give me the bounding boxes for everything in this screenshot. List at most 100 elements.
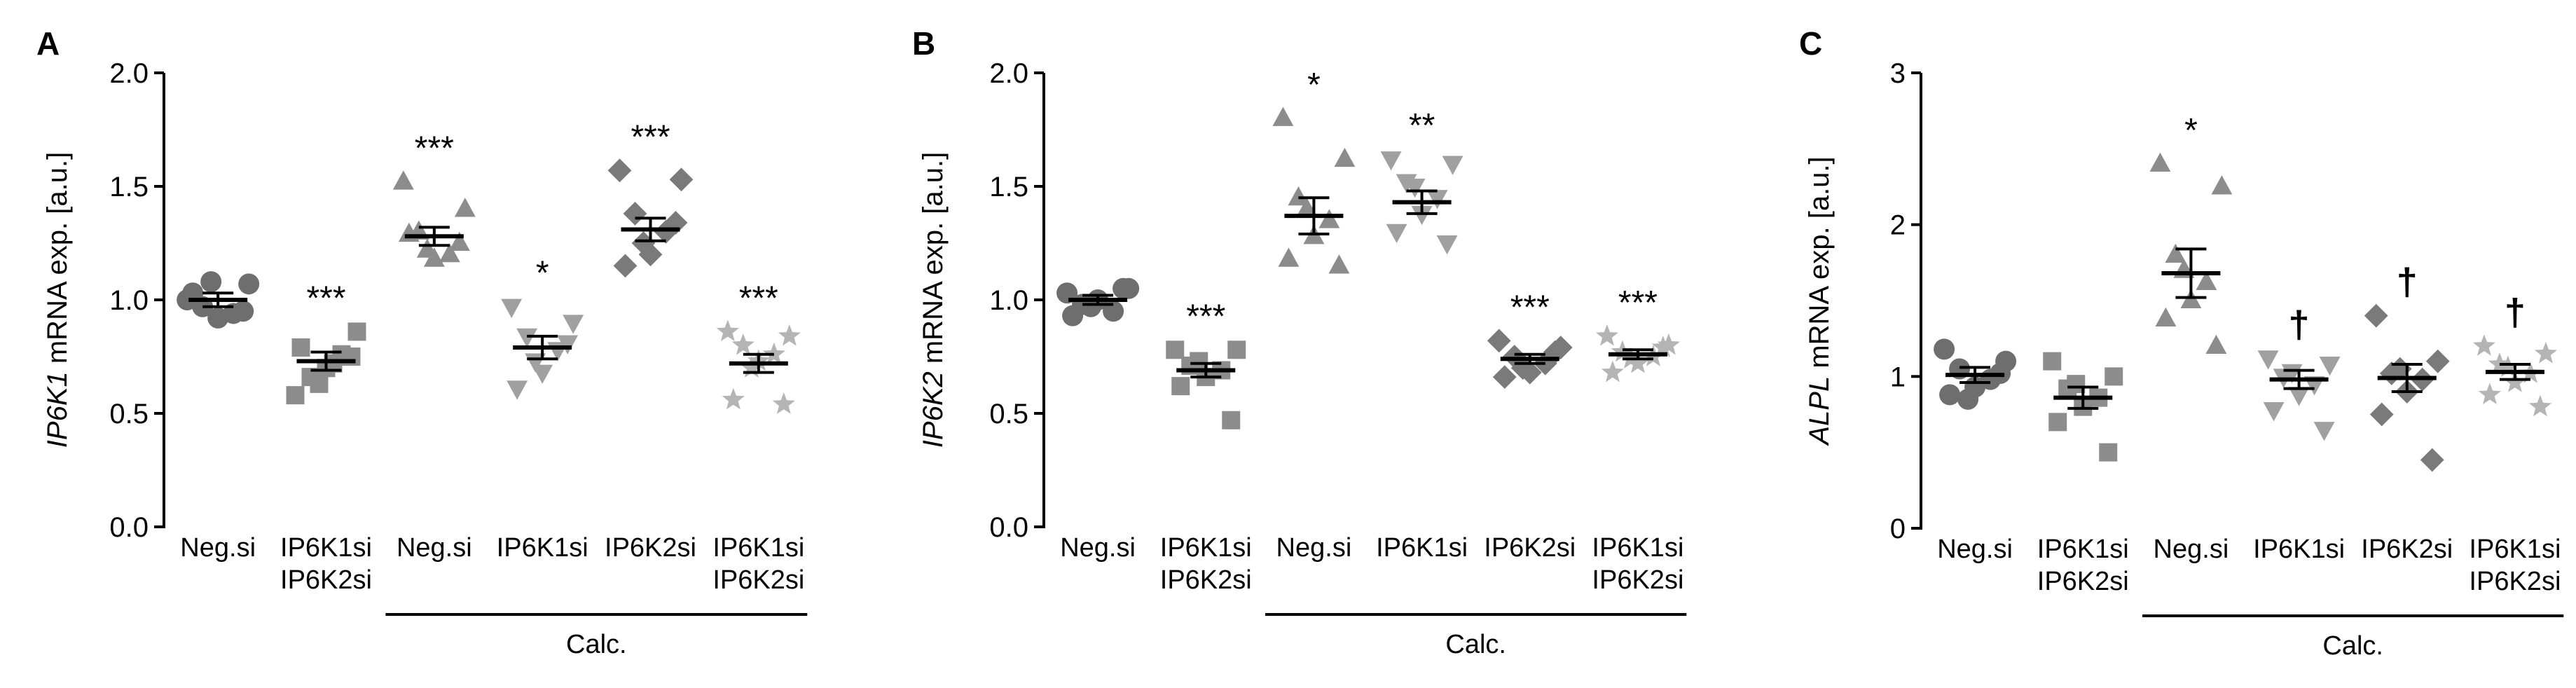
significance-marker: * xyxy=(2184,112,2198,149)
series-2: *** xyxy=(1166,298,1246,429)
data-point xyxy=(1113,277,1134,299)
series-3: * xyxy=(1272,67,1356,274)
data-point xyxy=(2105,367,2123,386)
data-point xyxy=(2496,355,2519,377)
data-point xyxy=(1487,329,1511,353)
panel-b: B IP6K2 mRNA exp. [a.u.] 0.0 0.5 1.0 1.5 2.0 Ne… xyxy=(912,25,1687,659)
series-5: † xyxy=(2364,261,2450,472)
data-point xyxy=(1492,365,1517,390)
data-point xyxy=(772,392,795,414)
data-point xyxy=(2257,350,2279,370)
data-point xyxy=(2488,352,2511,374)
data-point xyxy=(439,242,460,263)
significance-marker: * xyxy=(536,255,549,292)
y-axis-label: IP6K1 mRNA exp. [a.u.] xyxy=(42,152,73,448)
series-5: *** xyxy=(607,118,694,278)
series-5: *** xyxy=(1487,289,1573,390)
data-point xyxy=(2472,334,2495,356)
x-tick-label-line2: IP6K2si xyxy=(1592,565,1683,595)
y-tick-label: 1 xyxy=(1890,362,1906,392)
data-point xyxy=(1318,209,1340,228)
data-point xyxy=(2503,371,2526,392)
data-point xyxy=(740,356,763,378)
data-point xyxy=(607,158,632,183)
x-tick-label: IP6K1si xyxy=(2037,535,2129,564)
data-point xyxy=(2165,243,2186,263)
significance-marker: *** xyxy=(631,118,670,156)
series-1 xyxy=(177,271,260,329)
x-tick-label: IP6K1si xyxy=(1592,533,1683,563)
y-axis-label: IP6K2 mRNA exp. [a.u.] xyxy=(918,152,949,448)
data-point xyxy=(1288,186,1309,206)
y-tick-label: 0.5 xyxy=(109,399,149,429)
series-4: ** xyxy=(1380,107,1463,255)
panel-label: A xyxy=(36,25,60,62)
data-point xyxy=(563,315,584,334)
data-point xyxy=(722,387,745,410)
x-tick-label-line2: IP6K2si xyxy=(1160,565,1252,595)
data-point xyxy=(448,231,470,252)
significance-marker: *** xyxy=(306,280,345,317)
series-6: † xyxy=(2472,291,2557,417)
data-point xyxy=(501,298,523,318)
data-point xyxy=(1334,147,1356,167)
group-label: Calc. xyxy=(2322,631,2383,661)
data-point xyxy=(1939,384,1961,406)
y-axis-label-unit: mRNA exp. [a.u.] xyxy=(42,152,73,371)
data-point xyxy=(778,324,801,346)
y-axis-label-unit: mRNA exp. [a.u.] xyxy=(918,152,949,371)
group-label: Calc. xyxy=(1445,630,1506,659)
data-point xyxy=(2369,402,2394,427)
y-axis-label-gene: ALPL xyxy=(1804,376,1835,446)
data-point xyxy=(200,271,222,293)
data-point xyxy=(2263,401,2285,422)
data-point xyxy=(516,328,538,348)
y-tick-label: 1.5 xyxy=(109,172,149,202)
y-tick-label: 1.5 xyxy=(989,172,1028,202)
data-point xyxy=(2099,443,2118,462)
significance-marker: *** xyxy=(1186,298,1225,335)
y-tick-label: 3 xyxy=(1890,58,1906,89)
x-tick-label: Neg.si xyxy=(397,533,472,563)
x-tick-label: IP6K1si xyxy=(2253,535,2345,564)
series-6: *** xyxy=(1595,284,1680,383)
x-tick-label: IP6K1si xyxy=(712,533,804,563)
significance-marker: † xyxy=(2397,261,2418,303)
y-tick-label: 0.5 xyxy=(989,399,1028,429)
y-axis-label: ALPL mRNA exp. [a.u.] xyxy=(1804,156,1835,446)
data-point xyxy=(2205,334,2227,355)
significance-marker: * xyxy=(1307,67,1321,104)
series-4: * xyxy=(501,255,584,400)
data-point xyxy=(2043,352,2062,371)
data-point xyxy=(1062,305,1084,326)
data-point xyxy=(392,170,414,190)
data-point xyxy=(1626,351,1649,373)
data-point xyxy=(1166,340,1185,359)
x-tick-label: Neg.si xyxy=(1937,535,2013,564)
panel-a: A IP6K1 mRNA exp. [a.u.] 0.0 0.5 1.0 1.5 2.0 Ne… xyxy=(36,25,808,659)
series-1 xyxy=(1056,277,1140,326)
data-point xyxy=(1595,324,1618,346)
series-2 xyxy=(2043,352,2123,462)
y-tick-label: 2 xyxy=(1890,210,1906,241)
x-tick-label: IP6K1si xyxy=(280,533,372,563)
data-point xyxy=(1272,106,1294,126)
data-point xyxy=(2425,349,2450,373)
data-point xyxy=(347,322,366,341)
y-tick-label: 1.0 xyxy=(109,285,149,316)
data-point xyxy=(507,380,528,400)
data-point xyxy=(1404,178,1426,198)
significance-marker: † xyxy=(2505,291,2526,333)
data-point xyxy=(207,307,229,329)
y-tick-label: 2.0 xyxy=(109,58,149,89)
data-point xyxy=(631,231,656,255)
x-tick-label: Neg.si xyxy=(180,533,256,563)
significance-marker: *** xyxy=(1510,289,1550,326)
x-tick-label: IP6K1si xyxy=(497,533,588,563)
y-axis-label-gene: IP6K2 xyxy=(918,371,949,448)
data-point xyxy=(2478,383,2501,404)
series-3: * xyxy=(2149,112,2233,355)
x-tick-label-line2: IP6K2si xyxy=(2469,567,2561,596)
group-label: Calc. xyxy=(566,630,627,659)
